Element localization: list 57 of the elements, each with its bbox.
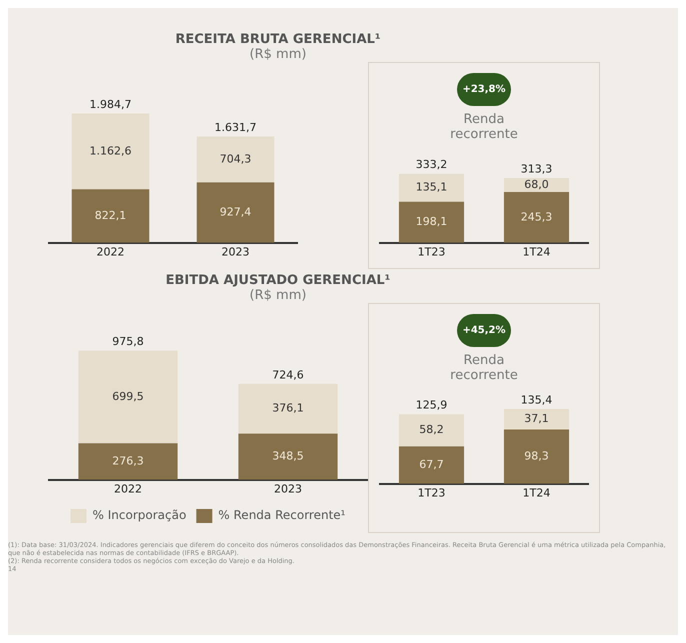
- bar: [238, 434, 338, 480]
- data-label: 1.162,6: [90, 144, 132, 158]
- legend-label: % Renda Recorrente¹: [218, 508, 346, 522]
- bar: [196, 182, 274, 243]
- data-label: 58,2: [419, 423, 444, 436]
- data-label: 704,3: [220, 152, 252, 166]
- bar: [78, 350, 178, 444]
- text: +45,2%: [457, 314, 511, 347]
- data-label: 135,1: [416, 180, 448, 194]
- bar: [398, 414, 464, 446]
- bar: [78, 443, 178, 480]
- data-label: 376,1: [272, 402, 304, 415]
- bar: [72, 189, 150, 243]
- total-label: 313,3: [520, 162, 552, 176]
- chart-subtitle: (R$ mm): [248, 288, 308, 303]
- bar: [238, 384, 338, 434]
- data-label: 67,7: [419, 458, 444, 471]
- data-label: 822,1: [94, 208, 126, 222]
- data-label: 348,5: [272, 450, 304, 463]
- data-label: 98,3: [524, 450, 549, 463]
- chart-title: EBITDA AJUSTADO GERENCIAL¹: [164, 273, 392, 288]
- x-tick-label: 1T24: [522, 245, 550, 258]
- x-tick-label: 1T23: [418, 245, 446, 258]
- data-label: 276,3: [112, 454, 144, 468]
- x-tick-label: 2022: [114, 482, 142, 496]
- text: +23,8%: [457, 73, 511, 106]
- x-tick-label: 2022: [96, 245, 124, 258]
- data-label: 699,5: [112, 390, 144, 403]
- chart-subtitle: (R$ mm): [248, 47, 308, 62]
- legend-label: % Incorporação: [92, 508, 186, 522]
- bar: [398, 174, 464, 202]
- data-label: 198,1: [416, 215, 448, 228]
- bar: [504, 192, 570, 243]
- bar: [72, 114, 150, 190]
- chart-title: RECEITA BRUTA GERENCIAL¹: [174, 32, 382, 47]
- data-label: 37,1: [524, 412, 549, 426]
- total-label: 975,8: [112, 335, 144, 348]
- x-tick-label: 1T24: [522, 486, 550, 500]
- total-label: 1.984,7: [90, 98, 132, 111]
- chart-title: Renda recorrente: [449, 353, 519, 383]
- total-label: 333,2: [416, 158, 448, 172]
- bar: [196, 136, 274, 182]
- bar: [504, 409, 570, 430]
- x-tick-label: 1T23: [418, 486, 446, 500]
- total-label: 724,6: [272, 368, 304, 382]
- chart-title: Renda recorrente: [449, 112, 519, 142]
- total-label: 1.631,7: [214, 120, 256, 134]
- bar: [504, 430, 570, 484]
- x-tick-label: 2023: [222, 245, 250, 258]
- total-label: 125,9: [416, 398, 448, 412]
- data-label: 927,4: [220, 205, 252, 218]
- bar: [398, 202, 464, 243]
- data-label: 245,3: [520, 210, 552, 224]
- total-label: 135,4: [520, 393, 552, 406]
- bar: [398, 446, 464, 484]
- x-tick-label: 2023: [274, 482, 302, 496]
- data-label: 68,0: [524, 178, 549, 191]
